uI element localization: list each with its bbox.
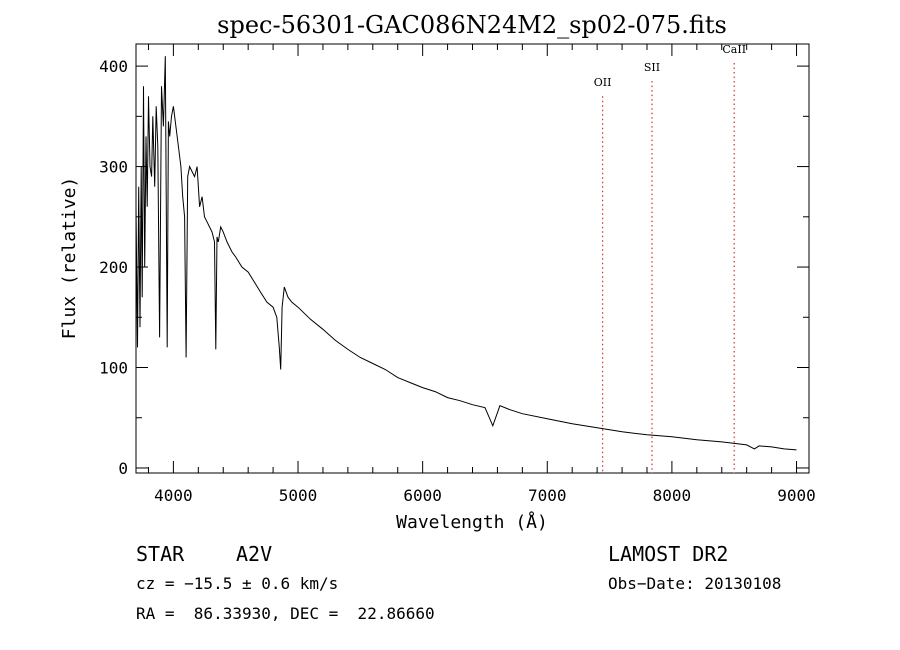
survey-label: LAMOST DR2 [608,542,729,566]
y-axis-label: Flux (relative) [59,177,80,340]
object-type: STAR [136,542,185,566]
y-tick-label: 100 [99,359,128,378]
y-tick-label: 200 [99,258,128,277]
subclass: A2V [236,542,273,566]
y-axis-ticks: 0 100 200 300 400 [99,57,809,478]
x-axis-ticks: 4000 5000 6000 7000 8000 9000 [147,44,816,505]
y-tick-label: 300 [99,158,128,177]
x-tick-label: 6000 [403,486,442,505]
observation-date: Obs−Date: 20130108 [608,574,782,593]
chart-title: spec-56301-GAC086N24M2_sp02-075.fits [217,11,727,39]
spectrum-line [135,56,797,451]
line-marker-label: OII [594,76,612,89]
coordinates-readout: RA = 86.33930, DEC = 22.86660 [136,604,435,623]
y-tick-label: 0 [118,459,128,478]
x-tick-label: 4000 [154,486,193,505]
x-tick-label: 5000 [279,486,318,505]
line-marker-label: SII [644,61,660,74]
line-annotations: OII SII CaII [594,43,746,473]
x-tick-label: 8000 [653,486,692,505]
velocity-readout: cz = −15.5 ± 0.6 km/s [136,574,339,593]
x-tick-label: 7000 [528,486,567,505]
x-axis-label: Wavelength (Å) [396,511,548,533]
x-tick-label: 9000 [777,486,816,505]
y-tick-label: 400 [99,57,128,76]
line-marker-label: CaII [722,43,746,56]
